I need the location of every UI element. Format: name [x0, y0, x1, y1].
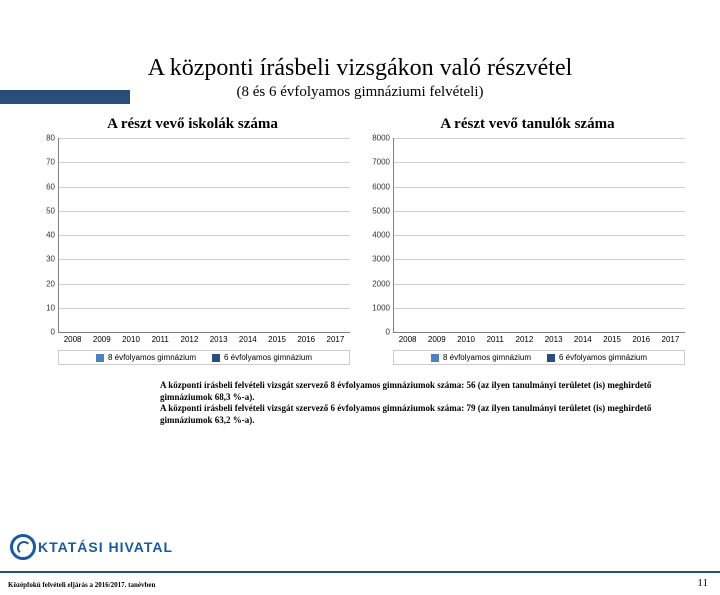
- chart-left-yaxis: 01020304050607080: [31, 138, 57, 332]
- legend-label-8r: 8 évfolyamos gimnázium: [443, 353, 531, 362]
- legend-swatch-8: [96, 354, 104, 362]
- legend-label-6: 6 évfolyamos gimnázium: [224, 353, 312, 362]
- footnote-2: A központi írásbeli felvételi vizsgát sz…: [160, 403, 690, 426]
- chart-right-title: A részt vevő tanulók száma: [365, 116, 690, 133]
- page-title: A központi írásbeli vizsgákon való részv…: [0, 55, 720, 82]
- charts-container: A részt vevő iskolák száma 0102030405060…: [0, 116, 720, 365]
- logo: KTATÁSI HIVATAL: [10, 534, 173, 560]
- chart-left-legend: 8 évfolyamos gimnázium 6 évfolyamos gimn…: [58, 350, 350, 365]
- logo-text: KTATÁSI HIVATAL: [38, 539, 173, 555]
- legend-label-8: 8 évfolyamos gimnázium: [108, 353, 196, 362]
- page-number: 11: [697, 577, 708, 589]
- chart-left-xaxis: 2008200920102011201220132014201520162017: [58, 335, 350, 344]
- footer-rule: [0, 571, 720, 573]
- chart-left-title: A részt vevő iskolák száma: [30, 116, 355, 133]
- footnote-block: A központi írásbeli felvételi vizsgát sz…: [160, 380, 690, 427]
- legend-swatch-6r: [547, 354, 555, 362]
- footnote-1: A központi írásbeli felvételi vizsgát sz…: [160, 380, 690, 403]
- legend-label-6r: 6 évfolyamos gimnázium: [559, 353, 647, 362]
- legend-swatch-8r: [431, 354, 439, 362]
- chart-right-legend: 8 évfolyamos gimnázium 6 évfolyamos gimn…: [393, 350, 685, 365]
- legend-swatch-6: [212, 354, 220, 362]
- chart-right: A részt vevő tanulók száma 0100020003000…: [365, 116, 690, 365]
- logo-icon: [10, 534, 36, 560]
- chart-left: A részt vevő iskolák száma 0102030405060…: [30, 116, 355, 365]
- chart-right-xaxis: 2008200920102011201220132014201520162017: [393, 335, 685, 344]
- chart-right-yaxis: 010002000300040005000600070008000: [366, 138, 392, 332]
- chart-right-plot: 010002000300040005000600070008000 3 0004…: [393, 138, 685, 333]
- chart-left-plot: 01020304050607080 3352446045584859456356…: [58, 138, 350, 333]
- footer-left-text: Középfokú felvételi eljárás a 2016/2017.…: [8, 581, 155, 589]
- header-accent-bar: [0, 90, 130, 104]
